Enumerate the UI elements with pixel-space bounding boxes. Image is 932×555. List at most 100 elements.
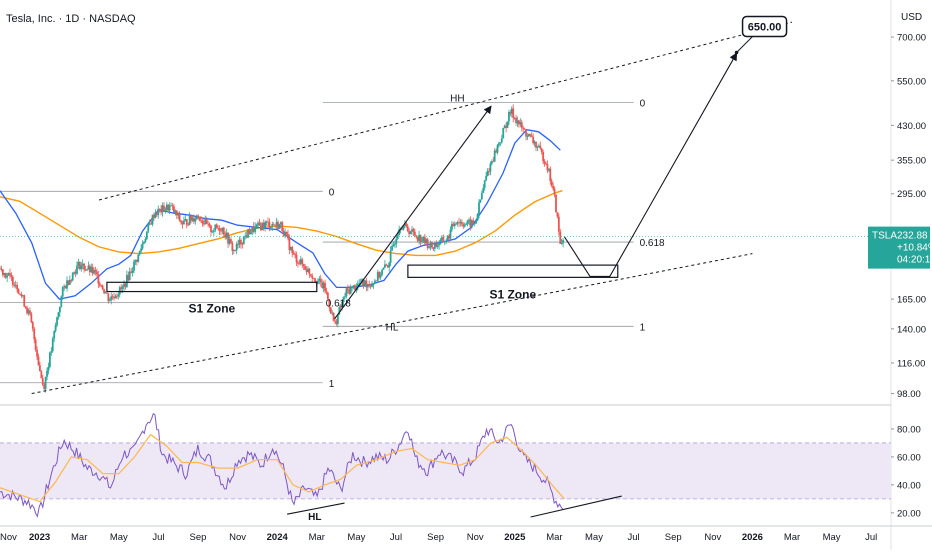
candle-body [124,283,127,287]
candle-body [198,216,201,221]
candle-body [120,287,123,289]
candle-body [9,273,11,275]
candle-body [259,225,262,231]
candle-body [539,145,542,149]
candle-body [341,302,344,308]
candle-body [560,243,563,245]
candle-body [425,239,428,244]
candle-body [185,219,188,225]
candle-body [68,279,71,285]
candle-body [386,265,389,268]
candle-body [522,127,525,129]
candle-body [470,220,473,227]
candle-body [542,151,545,162]
time-tick-label: Nov [0,532,17,543]
candle-body [141,243,144,249]
price-tick-label: 355.00 [897,156,926,167]
candle-body [127,274,130,281]
candle-body [86,269,88,271]
candle-body [215,224,218,228]
candle-body [118,287,121,295]
candle-body [553,188,556,195]
candle-body [97,274,100,284]
candle-body [325,291,328,293]
candle-body [144,238,147,242]
candle-body [40,371,43,379]
candle-body [284,231,287,236]
target-callout[interactable]: 650.00 [734,15,788,55]
candle-body [33,328,36,340]
candle-body [147,224,150,232]
candle-body [419,234,422,243]
candle-body [150,223,153,225]
rsi-tick-label: 40.00 [897,480,921,491]
candle-body [164,209,167,213]
candle-body [322,282,325,288]
chart-title: Tesla, Inc. · 1D · NASDAQ [6,13,136,25]
candle-body [104,292,107,294]
time-tick-label: May [823,532,841,543]
candle-body [379,274,382,278]
candle-body [131,270,134,273]
time-tick-label: Mar [71,532,87,543]
candle-body [482,187,485,193]
candle-body [411,229,413,232]
candle-body [382,267,385,270]
candle-body [56,317,58,326]
candle-body [258,222,261,226]
time-tick-label: Sep [190,532,207,543]
candle-body [208,224,211,226]
candle-body [171,205,174,207]
candle-body [225,232,228,238]
candle-body [212,230,215,232]
candle-body [510,108,513,114]
candle-body [87,265,90,270]
candle-body [536,147,539,148]
candle-body [140,248,143,251]
candle-body [190,215,192,221]
candle-body [265,221,268,223]
candle-body [168,205,171,211]
candle-body [170,205,172,207]
candle-body [438,244,440,246]
candle-body [76,265,78,274]
candle-body [0,268,3,270]
candle-body [460,221,463,225]
candle-body [117,294,120,297]
time-tick-label: Mar [546,532,562,543]
candle-body [431,242,433,248]
candle-body [30,313,33,323]
candle-body [279,222,282,225]
currency-label[interactable]: USD [901,12,922,23]
candle-body [441,237,443,240]
candle-body [389,250,392,263]
candle-body [231,242,234,251]
candle-body [250,231,252,235]
time-tick-label: 2026 [742,532,763,543]
fib-left-0-label: 0 [329,187,335,198]
candle-body [4,272,7,278]
candle-body [391,245,393,251]
ma-long-line [0,190,563,257]
time-tick-label: 2023 [29,532,50,543]
candle-body [354,285,356,290]
candle-body [540,148,543,152]
candle-body [57,312,60,318]
ticker-badge[interactable]: TSLA 232.88 +10.84% 04:20:10 [868,226,932,269]
candle-body [100,285,103,287]
candle-body [384,264,386,268]
candle-body [0,268,1,270]
projection-arrow [563,52,738,277]
candle-body [520,122,523,128]
candle-body [135,259,138,262]
candle-body [241,244,244,245]
candle-body [292,253,295,255]
candle-body [346,288,349,290]
candle-body [275,221,278,226]
candle-body [47,366,50,371]
candle-body [328,299,331,308]
candle-body [272,224,275,225]
candle-body [13,284,16,286]
candle-body [64,285,67,289]
candle-body [381,269,383,275]
